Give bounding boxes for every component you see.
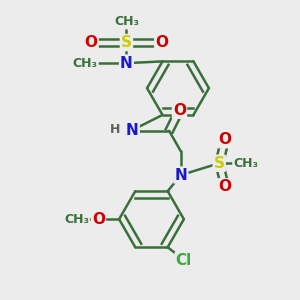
Text: O: O [85,35,98,50]
Text: O: O [173,103,186,118]
Text: H: H [110,123,120,136]
Text: O: O [219,132,232,147]
Text: Cl: Cl [176,253,192,268]
Text: CH₃: CH₃ [233,157,258,170]
Text: O: O [155,35,168,50]
Text: S: S [214,156,225,171]
Text: N: N [175,167,187,182]
Text: N: N [126,123,139,138]
Text: O: O [92,212,105,227]
Text: CH₃: CH₃ [73,57,98,70]
Text: CH₃: CH₃ [64,213,89,226]
Text: CH₃: CH₃ [114,15,139,28]
Text: S: S [121,35,132,50]
Text: O: O [219,179,232,194]
Text: N: N [120,56,133,70]
